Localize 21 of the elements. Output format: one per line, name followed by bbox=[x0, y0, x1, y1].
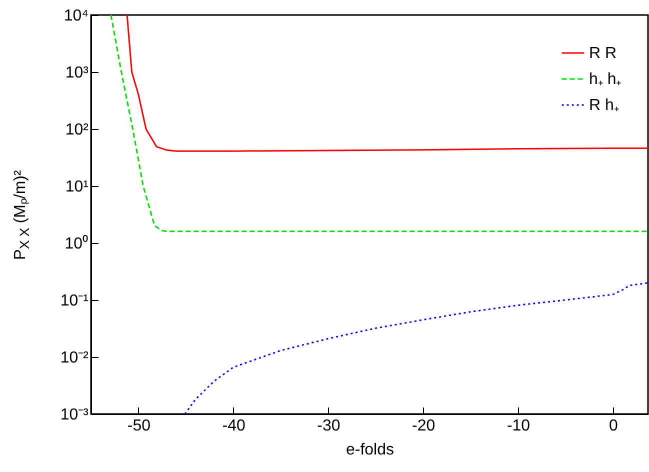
legend-label: R R bbox=[589, 45, 617, 62]
legend-label: R h₊ bbox=[589, 97, 619, 114]
y-tick-label: 10¹ bbox=[65, 178, 88, 196]
x-axis-title: e-folds bbox=[346, 442, 394, 458]
y-tick-label: 10⁴ bbox=[64, 8, 89, 24]
line-series bbox=[110, 15, 648, 232]
y-tick-label: 10⁰ bbox=[64, 234, 88, 252]
x-tick-label: -30 bbox=[317, 418, 340, 434]
y-tick-label: 10⁻³ bbox=[60, 406, 90, 424]
line-series bbox=[126, 15, 648, 152]
y-tick-label: 10³ bbox=[65, 64, 90, 82]
line-series bbox=[184, 282, 648, 414]
y-tick-label: 10⁻² bbox=[60, 350, 90, 366]
legend-label: h₊ h₊ bbox=[589, 71, 622, 88]
y-tick-label: 10⁻¹ bbox=[60, 292, 88, 310]
x-tick-label: 0 bbox=[608, 418, 618, 434]
x-tick-label: -50 bbox=[127, 418, 151, 434]
x-tick-label: -10 bbox=[506, 418, 530, 434]
y-tick-label: 10² bbox=[65, 122, 90, 138]
x-tick-label: -40 bbox=[222, 418, 246, 434]
x-tick-label: -20 bbox=[412, 418, 436, 434]
